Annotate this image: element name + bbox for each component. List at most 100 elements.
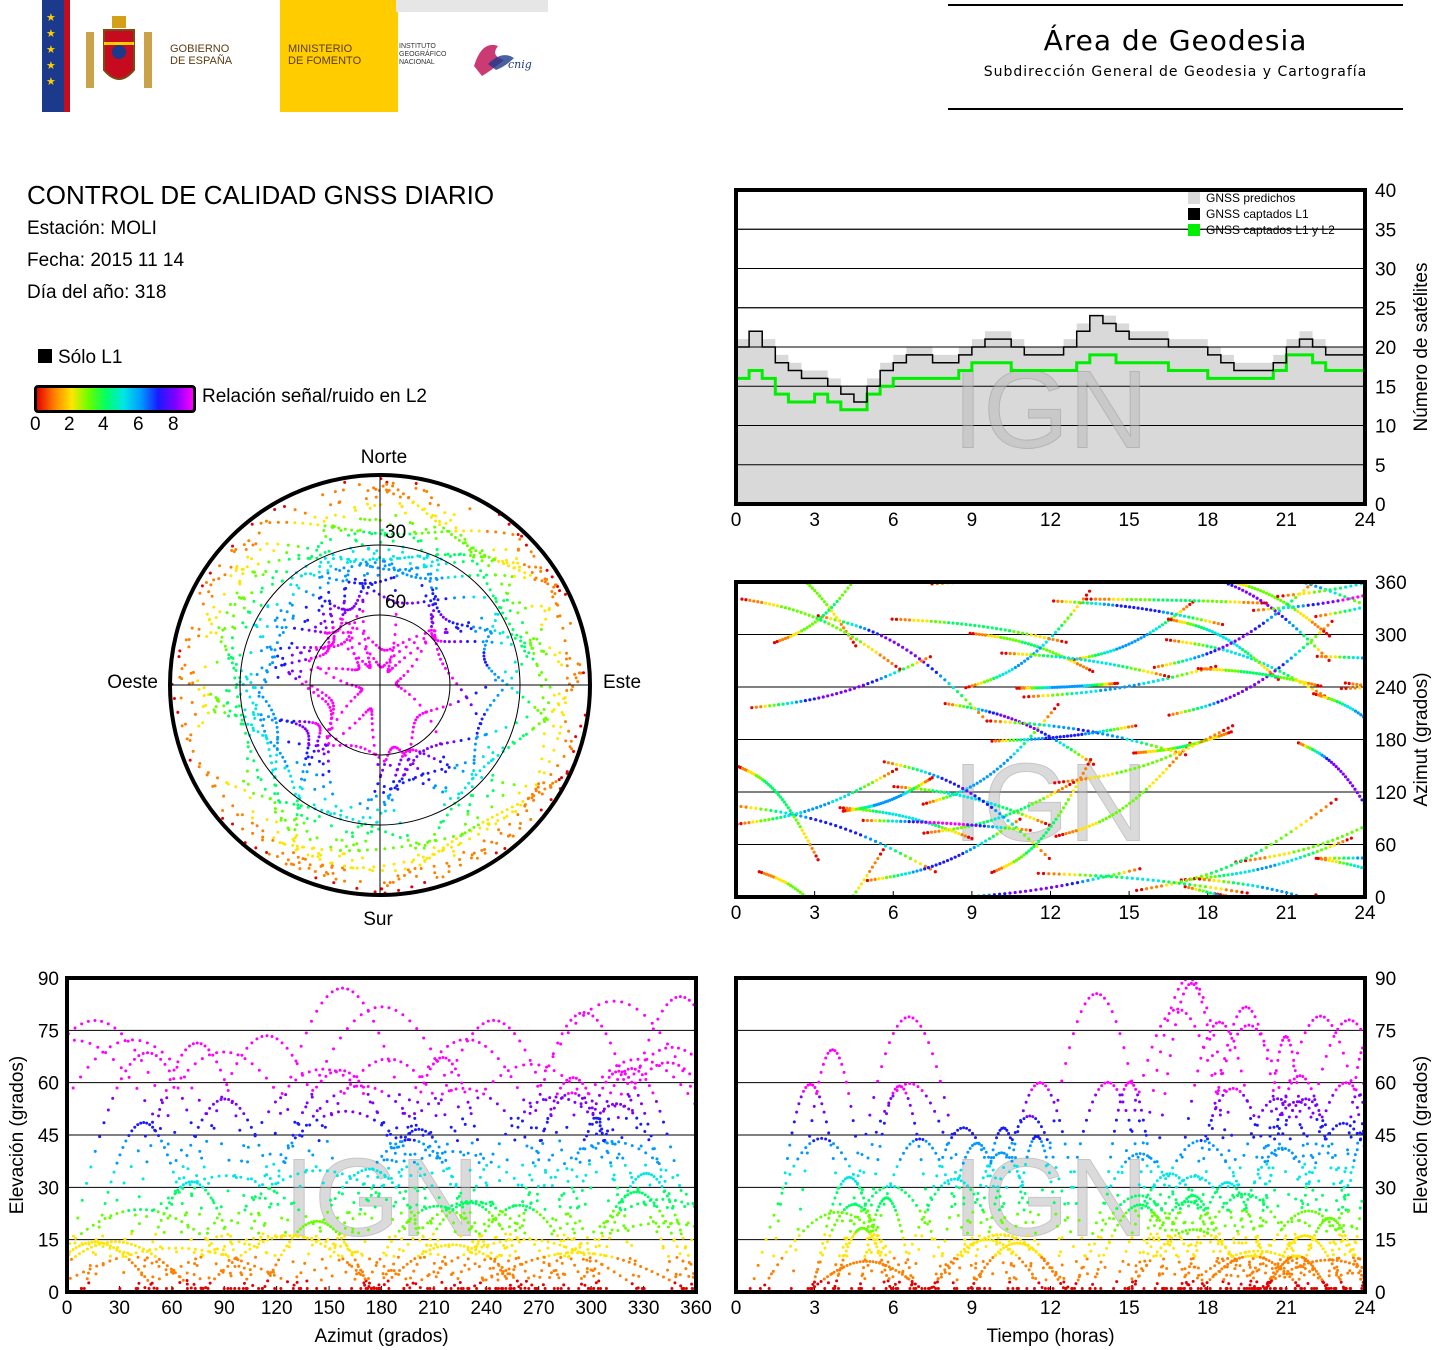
azimuth-point bbox=[1210, 630, 1214, 634]
azimuth-point bbox=[910, 663, 915, 667]
elevation-azimuth-point bbox=[679, 1189, 683, 1193]
azimuth-point bbox=[739, 804, 743, 809]
azimuth-point bbox=[1274, 839, 1278, 844]
skyplot-point bbox=[387, 597, 391, 601]
azimuth-point bbox=[1324, 632, 1329, 636]
azimuth-point bbox=[1224, 865, 1228, 870]
azimuth-point bbox=[965, 705, 970, 709]
azimuth-point bbox=[1186, 621, 1190, 625]
azimuth-point bbox=[1354, 583, 1358, 587]
azimuth-point bbox=[1165, 598, 1170, 602]
skyplot-point bbox=[450, 840, 454, 844]
azimuth-point bbox=[1020, 827, 1024, 832]
skyplot-point bbox=[327, 549, 331, 553]
azimuth-point bbox=[774, 876, 778, 880]
elevation-azimuth-point bbox=[310, 1092, 314, 1096]
elevation-azimuth-point bbox=[168, 1214, 172, 1218]
azimuth-point bbox=[1026, 642, 1030, 646]
elevation-azimuth-point bbox=[428, 1205, 432, 1209]
elevation-azimuth-point bbox=[667, 1254, 671, 1258]
azimuth-point bbox=[817, 594, 822, 598]
skyplot-point bbox=[347, 533, 351, 537]
skyplot-point bbox=[553, 653, 557, 657]
skyplot-point bbox=[268, 797, 272, 801]
azimuth-point bbox=[1047, 872, 1051, 876]
x-tick-label: 18 bbox=[1197, 510, 1218, 531]
elevation-azimuth-point bbox=[366, 1092, 370, 1096]
elevation-azimuth-point bbox=[85, 1227, 89, 1231]
skyplot-point bbox=[328, 727, 332, 731]
azimuth-point bbox=[799, 610, 803, 615]
elevation-azimuth-point bbox=[179, 1264, 183, 1268]
skyplot-point bbox=[346, 557, 350, 561]
azimuth-point bbox=[1287, 851, 1291, 855]
azimuth-point bbox=[1311, 845, 1315, 849]
azimuth-point bbox=[1169, 618, 1173, 622]
azimuth-point bbox=[1255, 601, 1259, 605]
azimuth-point bbox=[1034, 800, 1038, 804]
azimuth-point bbox=[1322, 629, 1326, 633]
skyplot-point bbox=[326, 571, 330, 575]
skyplot-point bbox=[281, 656, 285, 660]
elevation-azimuth-point bbox=[420, 1075, 424, 1079]
azimuth-point bbox=[989, 678, 993, 682]
azimuth-point bbox=[876, 856, 880, 861]
elevation-azimuth-point bbox=[172, 1068, 176, 1072]
azimuth-point bbox=[1286, 593, 1290, 597]
skyplot-point bbox=[515, 670, 519, 674]
elevation-azimuth-point bbox=[604, 1080, 608, 1084]
skyplot-point bbox=[519, 803, 523, 807]
elevation-azimuth-point bbox=[422, 1187, 426, 1191]
azimuth-point bbox=[1348, 686, 1353, 690]
azimuth-point bbox=[937, 829, 941, 833]
skyplot-point bbox=[189, 671, 193, 675]
skyplot-point bbox=[518, 822, 522, 826]
azimuth-point bbox=[1041, 643, 1045, 647]
azimuth-point bbox=[906, 665, 910, 669]
azimuth-point bbox=[1277, 862, 1281, 866]
azimuth-point bbox=[946, 791, 950, 795]
azimuth-point bbox=[1326, 623, 1330, 627]
skyplot-point bbox=[366, 585, 370, 589]
elevation-azimuth-point bbox=[644, 1171, 648, 1175]
azimuth-point bbox=[951, 621, 955, 625]
azimuth-point bbox=[1149, 749, 1153, 754]
azimuth-point bbox=[865, 878, 870, 883]
elevation-azimuth-point bbox=[490, 1050, 494, 1054]
skyplot-point bbox=[561, 626, 565, 630]
skyplot-point bbox=[329, 698, 333, 702]
azimuth-point bbox=[928, 820, 932, 825]
skyplot-point bbox=[485, 639, 489, 643]
azimuth-point bbox=[791, 633, 796, 637]
skyplot-point bbox=[357, 642, 361, 646]
elevation-azimuth-point bbox=[315, 1219, 319, 1223]
azimuth-point bbox=[793, 887, 798, 891]
azimuth-point bbox=[968, 702, 972, 706]
skyplot-point bbox=[408, 569, 412, 573]
skyplot-point bbox=[207, 693, 211, 697]
skyplot-point bbox=[178, 649, 182, 653]
skyplot-point bbox=[343, 608, 347, 612]
azimuth-point bbox=[919, 659, 924, 663]
azimuth-point bbox=[1102, 774, 1106, 778]
skyplot-point bbox=[305, 829, 309, 833]
azimuth-point bbox=[1047, 827, 1051, 832]
skyplot-point bbox=[432, 609, 436, 613]
elevation-azimuth-point bbox=[233, 1264, 237, 1268]
skyplot-point bbox=[315, 548, 319, 552]
azimuth-point bbox=[1171, 760, 1175, 764]
azimuth-point bbox=[1091, 762, 1096, 766]
elevation-azimuth-point bbox=[192, 1227, 196, 1231]
azimuth-point bbox=[1244, 856, 1248, 860]
skyplot-point bbox=[364, 839, 368, 843]
azimuth-point bbox=[895, 819, 899, 823]
azimuth-point bbox=[804, 815, 808, 819]
azimuth-point bbox=[1060, 623, 1064, 628]
skyplot-point bbox=[350, 565, 354, 569]
skyplot-point bbox=[421, 782, 425, 786]
skyplot-point bbox=[398, 501, 402, 505]
skyplot-point bbox=[430, 560, 434, 564]
legend-swatch bbox=[1188, 224, 1200, 236]
skyplot-point bbox=[267, 747, 271, 751]
azimuth-point bbox=[744, 598, 748, 602]
